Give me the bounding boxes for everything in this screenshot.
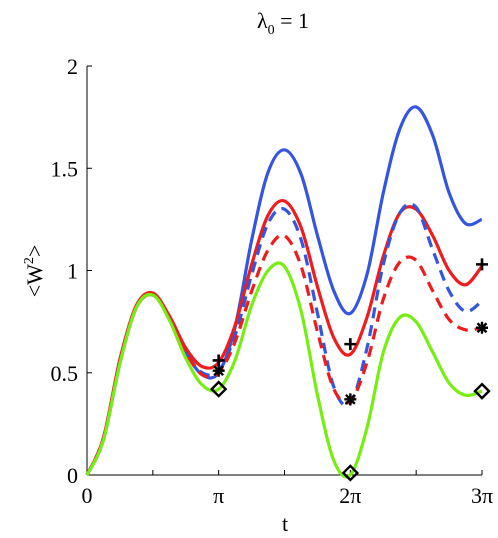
series-markers — [209, 258, 491, 482]
x-tick-label: 2π — [339, 483, 361, 508]
chart-title: λ0 = 1 — [257, 8, 309, 38]
series-lines — [85, 105, 484, 479]
ylabel-rest: > — [22, 245, 47, 257]
y-tick-label: 0.5 — [51, 361, 79, 386]
ylabel-main: <W — [22, 264, 47, 297]
title-rest: = 1 — [275, 8, 309, 33]
y-axis-title: <W2> — [22, 245, 47, 298]
plus-marker — [212, 354, 225, 367]
series-red-solid-line — [85, 198, 484, 476]
series-blue-dashed-line — [85, 202, 483, 476]
diamond-marker — [341, 464, 360, 482]
asterisk-marker — [344, 393, 357, 406]
y-tick-label: 1.5 — [51, 156, 79, 181]
diamond-marker — [473, 382, 491, 400]
y-tick-label: 0 — [67, 463, 78, 488]
series-red-dashed-line — [85, 233, 483, 476]
axis-ticks: 0 π 2π 3π 0 0.5 1 1.5 2 — [51, 54, 494, 508]
y-tick-label: 1 — [67, 259, 78, 284]
ylabel-superscript: 2 — [22, 257, 37, 264]
plot-area: 0 π 2π 3π 0 0.5 1 1.5 2 — [51, 54, 494, 508]
asterisk-marker — [476, 321, 488, 334]
series-green-solid-line — [85, 261, 483, 479]
plus-marker — [476, 258, 488, 271]
title-subscript: 0 — [268, 23, 275, 38]
x-tick-label: 0 — [82, 483, 93, 508]
x-tick-label: 3π — [471, 483, 493, 508]
title-main: λ — [257, 8, 268, 33]
plus-marker — [344, 338, 357, 351]
x-axis-title: t — [282, 511, 288, 536]
asterisk-marker — [212, 364, 225, 377]
series-blue-solid-line — [85, 105, 483, 476]
x-tick-label: π — [213, 483, 224, 508]
diamond-marker — [209, 380, 228, 398]
y-tick-label: 2 — [67, 54, 78, 79]
